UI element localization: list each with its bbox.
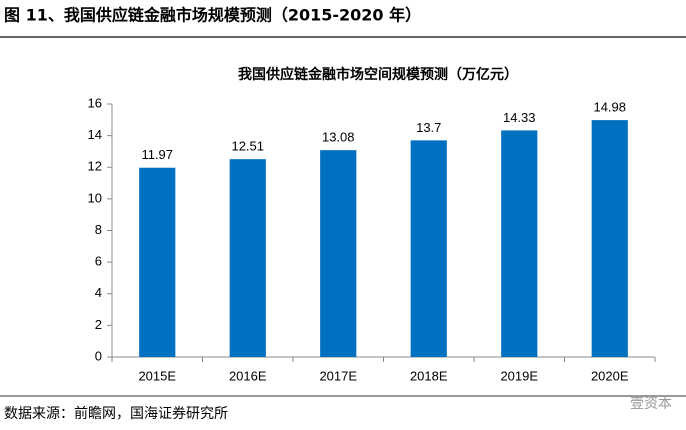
watermark: 壹资本 [630, 396, 672, 412]
y-tick-label: 2 [95, 317, 102, 332]
data-label: 11.97 [141, 147, 173, 162]
y-tick-label: 0 [95, 348, 102, 363]
y-tick-label: 12 [88, 159, 102, 174]
data-label: 13.7 [416, 120, 441, 135]
data-label: 14.98 [593, 100, 626, 115]
figure-title: 图 11、我国供应链金融市场规模预测（2015-2020 年） [4, 6, 421, 25]
x-tick-label: 2019E [500, 368, 538, 383]
y-tick-label: 6 [95, 254, 102, 269]
data-label: 14.33 [503, 110, 536, 125]
y-tick-label: 4 [95, 285, 102, 300]
y-tick-label: 14 [88, 127, 102, 142]
y-tick-label: 10 [88, 190, 102, 205]
y-tick-label: 16 [88, 95, 102, 110]
data-label: 13.08 [322, 130, 355, 145]
bar [229, 159, 266, 357]
bar [501, 130, 538, 357]
x-tick-label: 2015E [138, 368, 176, 383]
bar [139, 167, 176, 357]
y-tick-label: 8 [95, 222, 102, 237]
bar [410, 140, 447, 357]
x-tick-label: 2017E [319, 368, 357, 383]
x-tick-label: 2016E [229, 368, 267, 383]
x-tick-label: 2020E [591, 368, 629, 383]
bar [591, 120, 628, 357]
x-tick-label: 2018E [410, 368, 448, 383]
bar [320, 150, 357, 357]
data-label: 12.51 [231, 139, 264, 154]
chart-title: 我国供应链金融市场空间规模预测（万亿元） [238, 66, 518, 83]
source-note: 数据来源：前瞻网，国海证券研究所 [4, 405, 228, 422]
